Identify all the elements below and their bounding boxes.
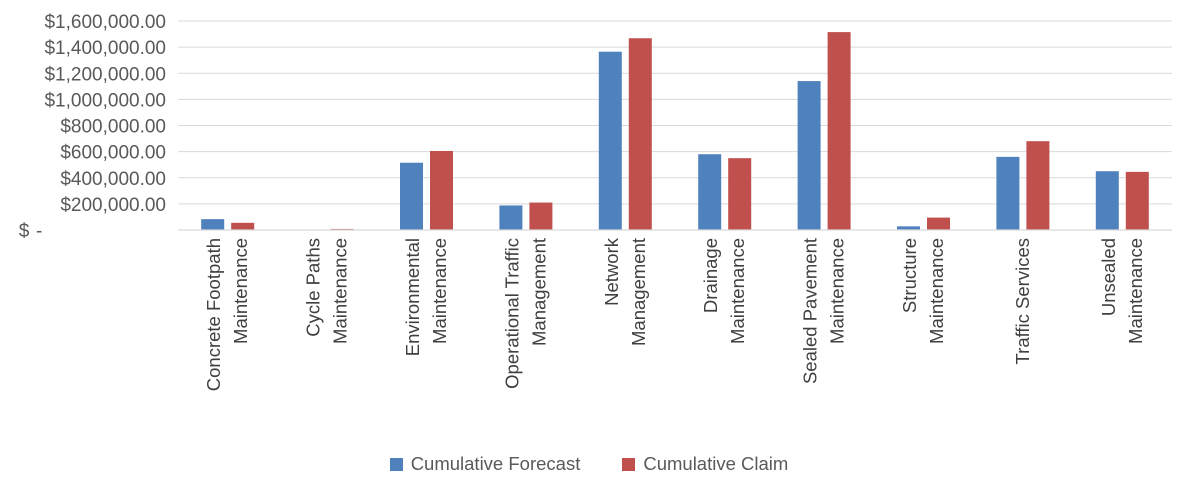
x-tick-label: Environmental Maintenance (402, 238, 450, 356)
legend-swatch-forecast (389, 457, 403, 471)
bar-forecast (996, 156, 1020, 230)
y-tick-label: $1,400,000.00 (44, 38, 166, 59)
bars (201, 32, 1149, 231)
x-tick-label-line: Maintenance (429, 238, 450, 344)
bar-claim (231, 222, 255, 230)
x-tick-label-line: Maintenance (1125, 238, 1146, 344)
x-tick-label-line: Drainage (700, 238, 721, 313)
y-tick-label: $200,000.00 (60, 195, 166, 216)
x-tick-label: Structure Maintenance (899, 238, 947, 344)
x-tick-label: Drainage Maintenance (700, 238, 748, 344)
bar-forecast (897, 226, 920, 230)
bar-chart: $ -$200,000.00$400,000.00$600,000.00$800,… (19, 12, 1172, 391)
bar-claim (628, 38, 652, 231)
x-tick-label-line: Maintenance (827, 238, 848, 344)
bar-claim (1125, 171, 1149, 230)
y-tick-label-part: - (36, 221, 42, 242)
y-tick-label: $1,000,000.00 (44, 90, 166, 111)
x-tick-label-line: Management (528, 238, 549, 346)
x-axis: Concrete Footpath Maintenance Cycle Paths M… (178, 229, 1172, 391)
x-tick-label: Traffic Services (1012, 238, 1033, 364)
x-tick-label-line: Maintenance (727, 238, 748, 344)
bar-claim (1026, 141, 1050, 230)
legend: Cumulative Forecast Cumulative Claim (0, 452, 1178, 476)
y-tick-label: $800,000.00 (60, 117, 166, 138)
bar-claim (728, 158, 752, 230)
x-tick-label-line: Maintenance (330, 238, 351, 344)
x-tick-label: Concrete Footpath Maintenance (203, 238, 251, 391)
x-tick-label-line: Network (601, 237, 622, 306)
bar-claim (827, 32, 851, 231)
legend-label-claim: Cumulative Claim (643, 453, 789, 474)
legend-label-forecast: Cumulative Forecast (410, 453, 581, 474)
x-tick-label-line: Structure (899, 238, 920, 313)
y-tick-label-part: $ (19, 221, 30, 242)
bar-forecast (797, 81, 821, 231)
y-tick-label: $1,200,000.00 (44, 64, 166, 85)
legend-item-forecast: Cumulative Forecast (389, 453, 581, 475)
x-tick-label-line: Environmental (402, 238, 423, 356)
y-axis: $ -$200,000.00$400,000.00$600,000.00$800,… (19, 12, 166, 242)
y-tick-label: $400,000.00 (60, 169, 166, 190)
x-tick-label: Cycle Paths Maintenance (303, 238, 351, 344)
y-tick-label: $ - (19, 221, 43, 242)
x-tick-label: Sealed Pavement Maintenance (800, 238, 848, 384)
bar-forecast (1095, 171, 1119, 230)
x-tick-label-line: Maintenance (230, 238, 251, 344)
x-tick-label-line: Traffic Services (1012, 238, 1033, 364)
bar-forecast (598, 51, 622, 231)
x-tick-label-line: Unsealed (1098, 238, 1119, 316)
x-tick-label-line: Cycle Paths (303, 238, 324, 337)
x-tick-label-line: Concrete Footpath (203, 238, 224, 391)
x-tick-label: Network Management (601, 237, 649, 346)
x-tick-label-line: Management (628, 238, 649, 346)
bar-claim (529, 202, 553, 230)
x-tick-label: Operational Traffic Management (501, 238, 549, 389)
y-tick-label: $1,600,000.00 (44, 12, 166, 33)
x-tick-label-line: Maintenance (926, 238, 947, 344)
legend-swatch-claim (622, 457, 636, 471)
bar-forecast (698, 154, 722, 230)
x-tick-label-line: Operational Traffic (501, 238, 522, 389)
bar-claim (927, 217, 950, 230)
y-tick-label: $600,000.00 (60, 143, 166, 164)
gridlines (178, 20, 1172, 205)
legend-item-claim: Cumulative Claim (622, 453, 788, 475)
bar-forecast (499, 205, 523, 230)
x-tick-label-line: Sealed Pavement (800, 238, 821, 384)
bar-claim (430, 150, 453, 230)
bar-forecast (201, 219, 225, 230)
x-tick-label: Unsealed Maintenance (1098, 238, 1146, 344)
bar-forecast (400, 162, 423, 230)
